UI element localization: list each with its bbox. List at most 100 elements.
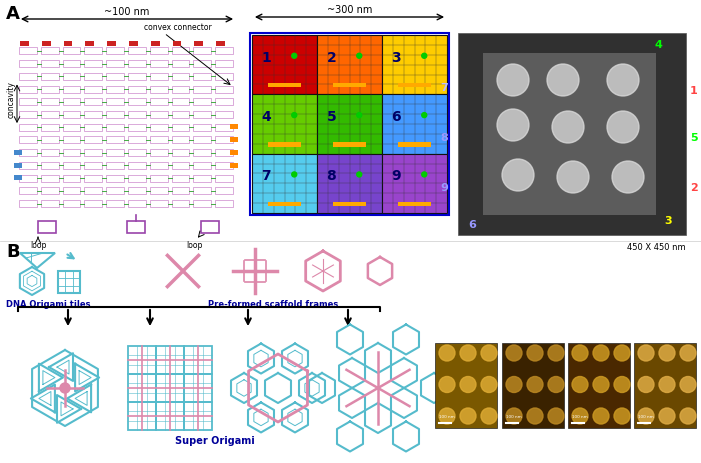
Bar bbox=[634, 343, 696, 428]
Bar bbox=[184, 346, 212, 374]
Text: Super Origami: Super Origami bbox=[175, 436, 255, 446]
Circle shape bbox=[614, 345, 630, 361]
Text: loop: loop bbox=[30, 241, 46, 250]
Bar bbox=[193, 162, 211, 169]
Bar bbox=[193, 188, 211, 194]
Bar bbox=[106, 162, 124, 169]
Bar bbox=[184, 402, 212, 430]
Text: Pre-formed scaffold frames: Pre-formed scaffold frames bbox=[208, 300, 338, 309]
Bar bbox=[106, 60, 124, 67]
Bar bbox=[215, 86, 233, 93]
Bar bbox=[128, 60, 146, 67]
Bar bbox=[382, 154, 447, 213]
Bar bbox=[128, 86, 146, 93]
Bar bbox=[128, 111, 146, 118]
Bar bbox=[64, 41, 72, 46]
Bar bbox=[84, 162, 102, 169]
Text: 450 X 450 nm: 450 X 450 nm bbox=[627, 243, 686, 252]
Circle shape bbox=[659, 376, 675, 393]
Bar bbox=[41, 111, 59, 118]
Bar bbox=[84, 149, 102, 156]
Bar bbox=[215, 175, 233, 181]
Bar bbox=[193, 175, 211, 181]
Circle shape bbox=[593, 345, 609, 361]
Bar bbox=[215, 137, 233, 144]
Bar bbox=[333, 202, 366, 206]
Bar bbox=[41, 73, 59, 80]
Bar bbox=[268, 202, 301, 206]
Circle shape bbox=[527, 376, 543, 393]
Text: ~100 nm: ~100 nm bbox=[104, 7, 150, 17]
Bar bbox=[398, 202, 430, 206]
Bar bbox=[150, 60, 168, 67]
Bar bbox=[128, 188, 146, 194]
Bar bbox=[252, 154, 317, 213]
Bar bbox=[215, 188, 233, 194]
Bar bbox=[483, 53, 656, 215]
Circle shape bbox=[439, 345, 455, 361]
Bar bbox=[172, 86, 189, 93]
Bar bbox=[106, 137, 124, 144]
Bar bbox=[215, 111, 233, 118]
Text: 9: 9 bbox=[440, 183, 448, 193]
Bar bbox=[106, 86, 124, 93]
Bar bbox=[458, 33, 686, 235]
Circle shape bbox=[357, 113, 362, 118]
Bar bbox=[19, 60, 37, 67]
Bar bbox=[172, 98, 189, 105]
Circle shape bbox=[638, 376, 654, 393]
Circle shape bbox=[292, 53, 297, 58]
Text: A: A bbox=[6, 5, 20, 23]
Bar bbox=[215, 47, 233, 55]
Bar bbox=[230, 163, 238, 168]
Circle shape bbox=[497, 64, 529, 96]
Text: DNA Origami tiles: DNA Origami tiles bbox=[6, 300, 90, 309]
Bar bbox=[62, 98, 81, 105]
Circle shape bbox=[572, 408, 588, 424]
Circle shape bbox=[548, 376, 564, 393]
Text: 1: 1 bbox=[261, 50, 271, 64]
Bar bbox=[150, 86, 168, 93]
Bar bbox=[317, 154, 382, 213]
Bar bbox=[106, 47, 124, 55]
Bar bbox=[193, 60, 211, 67]
Circle shape bbox=[460, 345, 476, 361]
Circle shape bbox=[422, 172, 427, 177]
Bar bbox=[193, 200, 211, 207]
Bar bbox=[84, 98, 102, 105]
Circle shape bbox=[460, 376, 476, 393]
Bar bbox=[435, 343, 497, 428]
Circle shape bbox=[481, 408, 497, 424]
Bar bbox=[128, 149, 146, 156]
Bar bbox=[38, 221, 56, 233]
Bar bbox=[502, 343, 564, 428]
Bar bbox=[317, 94, 382, 154]
Bar bbox=[398, 83, 430, 87]
Bar bbox=[230, 137, 238, 142]
Circle shape bbox=[638, 408, 654, 424]
Circle shape bbox=[614, 408, 630, 424]
Text: 8: 8 bbox=[327, 169, 336, 183]
Bar bbox=[172, 137, 189, 144]
Bar bbox=[252, 94, 317, 154]
Circle shape bbox=[572, 345, 588, 361]
Bar bbox=[172, 188, 189, 194]
Bar bbox=[41, 162, 59, 169]
Bar bbox=[129, 41, 137, 46]
Circle shape bbox=[593, 408, 609, 424]
Bar bbox=[230, 125, 238, 130]
Bar bbox=[42, 41, 50, 46]
Bar bbox=[41, 149, 59, 156]
Bar bbox=[19, 200, 37, 207]
Text: 6: 6 bbox=[468, 220, 476, 230]
Bar bbox=[128, 402, 156, 430]
Bar bbox=[172, 162, 189, 169]
Circle shape bbox=[60, 383, 70, 393]
Text: 9: 9 bbox=[391, 169, 401, 183]
Bar bbox=[84, 124, 102, 131]
Circle shape bbox=[527, 345, 543, 361]
Bar bbox=[128, 124, 146, 131]
Bar bbox=[215, 124, 233, 131]
Circle shape bbox=[502, 159, 534, 191]
Bar bbox=[62, 162, 81, 169]
